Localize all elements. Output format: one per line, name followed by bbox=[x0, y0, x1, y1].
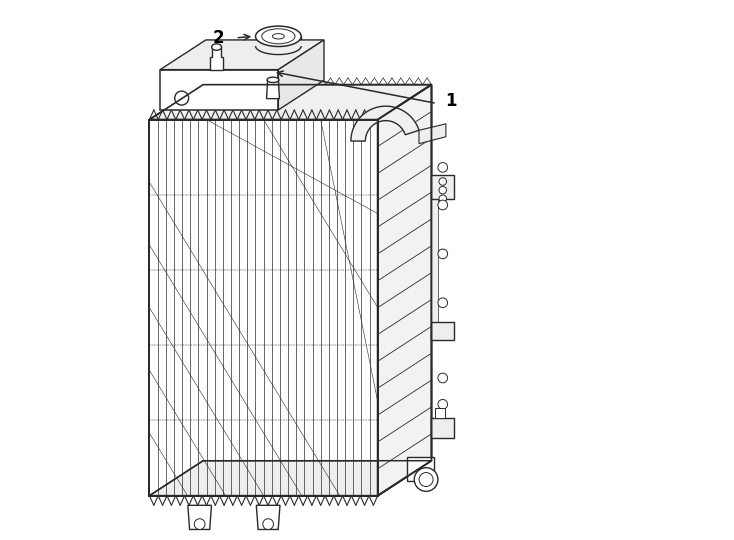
Polygon shape bbox=[432, 418, 454, 438]
Polygon shape bbox=[278, 40, 324, 110]
Circle shape bbox=[263, 519, 274, 530]
Polygon shape bbox=[432, 199, 438, 322]
Circle shape bbox=[438, 200, 448, 210]
Polygon shape bbox=[210, 47, 223, 70]
Ellipse shape bbox=[211, 44, 222, 50]
Circle shape bbox=[439, 195, 446, 202]
Circle shape bbox=[438, 400, 448, 409]
Text: 2: 2 bbox=[213, 29, 225, 47]
Circle shape bbox=[438, 163, 448, 172]
Ellipse shape bbox=[267, 77, 279, 83]
Polygon shape bbox=[188, 505, 211, 530]
Circle shape bbox=[175, 91, 189, 105]
Polygon shape bbox=[378, 85, 432, 496]
Polygon shape bbox=[150, 461, 432, 496]
Polygon shape bbox=[419, 124, 446, 144]
Polygon shape bbox=[378, 85, 432, 496]
Polygon shape bbox=[256, 505, 280, 530]
Circle shape bbox=[419, 472, 433, 487]
Polygon shape bbox=[150, 85, 432, 119]
Circle shape bbox=[438, 373, 448, 383]
Circle shape bbox=[438, 249, 448, 259]
Polygon shape bbox=[407, 457, 434, 481]
Circle shape bbox=[195, 519, 205, 530]
Polygon shape bbox=[432, 322, 454, 340]
Circle shape bbox=[439, 186, 446, 194]
Text: 1: 1 bbox=[445, 92, 457, 110]
Polygon shape bbox=[150, 119, 378, 496]
Polygon shape bbox=[351, 106, 419, 141]
Ellipse shape bbox=[262, 29, 295, 44]
Polygon shape bbox=[435, 408, 445, 418]
Polygon shape bbox=[160, 40, 324, 70]
Circle shape bbox=[414, 468, 438, 491]
Polygon shape bbox=[160, 70, 278, 110]
Polygon shape bbox=[266, 80, 280, 99]
Ellipse shape bbox=[255, 26, 301, 46]
Circle shape bbox=[438, 298, 448, 308]
Circle shape bbox=[439, 178, 446, 185]
Ellipse shape bbox=[272, 33, 284, 39]
Polygon shape bbox=[432, 175, 454, 199]
